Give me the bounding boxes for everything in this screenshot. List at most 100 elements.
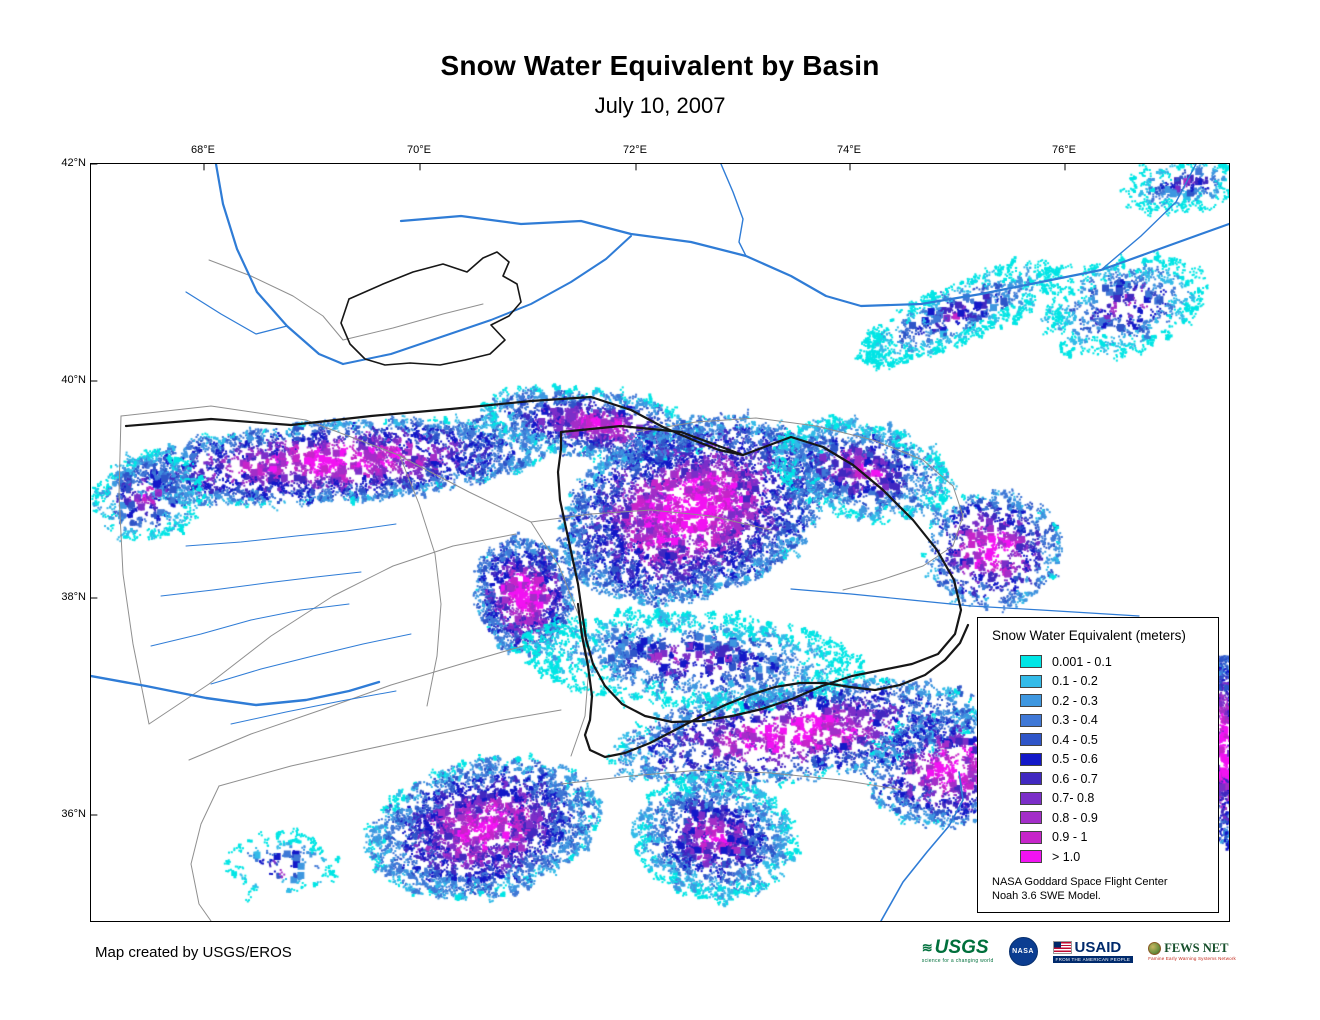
basin-boundary-line [218,709,562,787]
fewsnet-logo: FEWS NET Famine Early Warning Systems Ne… [1148,941,1236,961]
lon-tick-label: 74°E [837,144,861,156]
legend-entry: 0.001 - 0.1 [1020,652,1208,672]
usgs-logo-row: ≋ USGS [922,938,989,957]
legend-swatch [1020,830,1042,844]
legend-swatch [1020,791,1042,805]
usgs-wave-icon: ≋ [921,939,933,955]
country-border-line [556,424,963,724]
usaid-flag-icon [1052,940,1072,954]
river-line [1100,164,1197,271]
legend-entry-label: 0.3 - 0.4 [1052,713,1098,728]
legend-entry: 0.7- 0.8 [1020,789,1208,809]
legend-entry: 0.5 - 0.6 [1020,750,1208,770]
basin-boundary-line [342,303,484,341]
river-line [214,164,345,366]
legend-swatch [1020,772,1042,786]
legend-entry: > 1.0 [1020,847,1208,867]
legend-swatch [1020,694,1042,708]
river-line [230,690,397,725]
river-line [91,674,381,707]
lon-tick-label: 70°E [407,144,431,156]
legend-entry: 0.9 - 1 [1020,828,1208,848]
country-border-line [124,395,745,457]
lon-tick-label: 68°E [191,144,215,156]
legend-entry: 0.1 - 0.2 [1020,672,1208,692]
legend-entry: 0.6 - 0.7 [1020,769,1208,789]
legend-entry-label: 0.7- 0.8 [1052,791,1095,806]
river-line [150,603,350,647]
basin-boundary-line [190,785,220,921]
legend-entry-label: 0.6 - 0.7 [1052,771,1098,786]
legend-source-line-1: NASA Goddard Space Flight Center [992,875,1168,888]
usaid-logo: USAID FROM THE AMERICAN PEOPLE [1052,938,1134,963]
basin-boundary-line [148,533,517,725]
river-line [185,291,288,335]
legend-entry: 0.4 - 0.5 [1020,730,1208,750]
credit-text: Map created by USGS/EROS [95,944,292,961]
legend-entry-label: 0.5 - 0.6 [1052,752,1098,767]
legend-entry-label: 0.2 - 0.3 [1052,693,1098,708]
nasa-insignia-icon: NASA [1008,936,1038,966]
legend-entry: 0.8 - 0.9 [1020,808,1208,828]
legend-source: NASA Goddard Space Flight Center Noah 3.… [992,875,1208,905]
usgs-tagline: science for a changing world [921,958,994,964]
basin-boundary-line [398,453,442,707]
legend-swatch [1020,850,1042,864]
river-line [720,164,747,257]
legend-source-line-2: Noah 3.6 SWE Model. [992,890,1101,903]
lon-tick-label: 72°E [623,144,647,156]
basin-boundary-line [530,521,590,757]
usaid-logo-row: USAID [1052,938,1122,956]
legend-entry-label: 0.8 - 0.9 [1052,810,1098,825]
legend-entry-label: 0.001 - 0.1 [1052,654,1112,669]
basin-boundary-line [118,415,150,725]
map-overlay [91,164,1229,921]
map-frame: Snow Water Equivalent (meters) 0.001 - 0… [90,163,1230,922]
fewsnet-wordmark: FEWS NET [1164,941,1229,955]
lat-tick-label: 36°N [61,808,86,820]
river-line [342,235,632,365]
country-border-line [576,602,970,759]
legend-entry-label: 0.4 - 0.5 [1052,732,1098,747]
river-line [790,588,1140,617]
usgs-logo: ≋ USGS science for a changing world [922,938,994,964]
legend-swatch [1020,752,1042,766]
legend-entry: 0.2 - 0.3 [1020,691,1208,711]
river-line [399,214,1229,308]
nasa-wordmark: NASA [1012,947,1034,955]
logo-strip: ≋ USGS science for a changing world NASA… [922,933,1236,969]
basin-boundary-line [188,645,524,761]
country-border-line [340,251,522,366]
river-line [160,571,362,597]
lat-tick-label: 40°N [61,374,86,386]
basin-boundary-line [635,417,964,591]
river-line [880,771,964,921]
river-line [185,523,397,547]
fewsnet-tagline: Famine Early Warning Systems Network [1148,955,1236,961]
nasa-logo: NASA [1008,936,1038,966]
river-line [210,633,412,685]
map-title: Snow Water Equivalent by Basin [440,50,880,81]
legend-swatch [1020,674,1042,688]
lon-tick-label: 76°E [1052,144,1076,156]
legend-title: Snow Water Equivalent (meters) [992,628,1186,643]
legend-entry: 0.3 - 0.4 [1020,711,1208,731]
lat-tick-label: 42°N [61,157,86,169]
usgs-wordmark: USGS [934,937,989,958]
legend-entry-label: > 1.0 [1052,849,1081,864]
legend-entries: 0.001 - 0.1 0.1 - 0.2 0.2 - 0.3 0.3 - 0.4 0.… [990,652,1208,867]
usaid-wordmark: USAID [1074,938,1122,956]
legend: Snow Water Equivalent (meters) 0.001 - 0… [977,617,1219,914]
legend-swatch [1020,733,1042,747]
usaid-tagline: FROM THE AMERICAN PEOPLE [1052,955,1134,963]
fewsnet-logo-row: FEWS NET [1148,941,1229,955]
basin-boundary-line [560,769,904,791]
legend-swatch [1020,713,1042,727]
lat-tick-label: 38°N [61,591,86,603]
basin-boundary-line [120,405,532,523]
map-date: July 10, 2007 [594,93,726,118]
legend-entry-label: 0.9 - 1 [1052,830,1088,845]
legend-entry-label: 0.1 - 0.2 [1052,674,1098,689]
legend-swatch [1020,655,1042,669]
